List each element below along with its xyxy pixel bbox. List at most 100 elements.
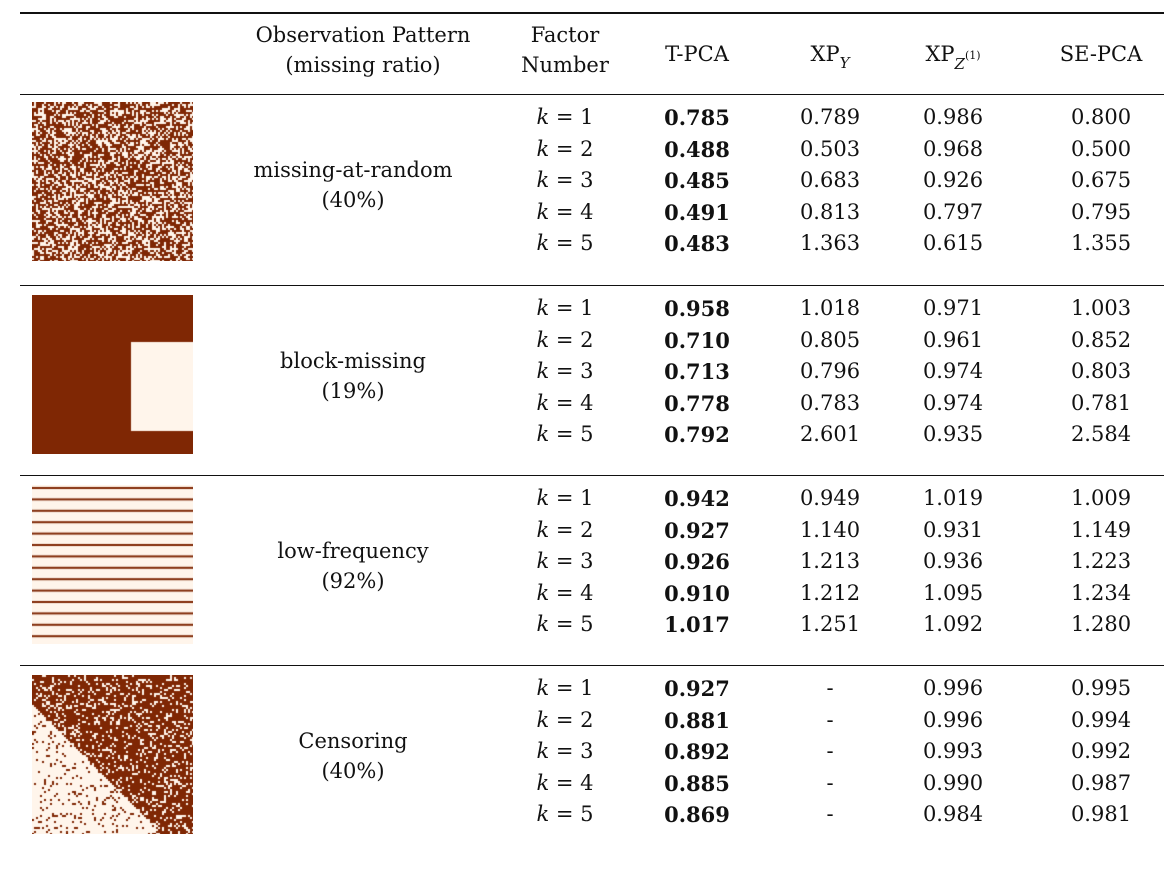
sepca-value-cell: 1.149 xyxy=(1070,517,1132,542)
factor-number-cell: k = 5 xyxy=(536,802,594,826)
xpy-value-cell: - xyxy=(826,739,834,763)
header-tpca: T-PCA xyxy=(665,42,729,66)
factor-number-cell: k = 2 xyxy=(536,517,594,542)
tpca-value-cell: 0.942 xyxy=(664,486,730,511)
factor-number-cell: k = 2 xyxy=(536,136,594,161)
pattern-image-block-missing xyxy=(32,295,193,454)
sepca-value-cell: 1.003 xyxy=(1070,296,1132,320)
factor-number-cell: k = 4 xyxy=(536,390,594,415)
xpz-value-cell: 0.996 xyxy=(922,707,984,732)
header-bottom-rule xyxy=(20,94,1164,95)
tpca-value-cell: 0.926 xyxy=(664,549,730,574)
factor-number-cell: k = 3 xyxy=(536,359,594,383)
xpz-value-cell: 1.019 xyxy=(922,486,984,510)
sepca-value-cell: 1.355 xyxy=(1070,231,1132,255)
header-factor-number: Factor Number xyxy=(521,23,609,77)
xpy-value-cell: 0.805 xyxy=(799,327,861,352)
tpca-value-cell: 0.927 xyxy=(664,676,730,701)
factor-number-cell: k = 3 xyxy=(536,739,594,763)
sepca-value-cell: 1.223 xyxy=(1070,549,1132,573)
pattern-label-group-1: missing-at-random (40%) xyxy=(253,158,453,212)
factor-number-cell: k = 1 xyxy=(536,486,594,510)
sepca-value-cell: 1.234 xyxy=(1070,580,1132,605)
pattern-image-low-frequency xyxy=(32,485,193,644)
xpy-value-cell: 0.813 xyxy=(799,199,861,224)
xpy-value-cell: 0.783 xyxy=(799,390,861,415)
tpca-value-cell: 0.710 xyxy=(664,327,730,353)
factor-number-cell: k = 3 xyxy=(536,549,594,573)
sepca-value-cell: 2.584 xyxy=(1070,422,1132,446)
xpy-value-cell: 0.796 xyxy=(799,359,861,383)
tpca-value-cell: 0.869 xyxy=(664,802,730,827)
sepca-value-cell: 0.987 xyxy=(1070,770,1132,795)
xpz-value-cell: 0.961 xyxy=(922,327,984,352)
sepca-value-cell: 1.009 xyxy=(1070,486,1132,510)
sepca-value-cell: 0.803 xyxy=(1070,359,1132,383)
random-mask-icon xyxy=(32,102,193,261)
tpca-value-cell: 0.713 xyxy=(664,359,730,384)
xpy-value-cell: - xyxy=(826,707,834,732)
group-divider-1 xyxy=(20,285,1164,286)
factor-number-cell: k = 1 xyxy=(536,105,594,129)
tpca-value-cell: 0.792 xyxy=(664,422,730,447)
xpy-value-cell: 0.683 xyxy=(799,168,861,192)
tpca-value-cell: 0.778 xyxy=(664,390,730,416)
pattern-label-group-2: block-missing (19%) xyxy=(280,349,426,403)
group-divider-2 xyxy=(20,475,1164,476)
sepca-value-cell: 0.800 xyxy=(1070,105,1132,129)
sepca-value-cell: 0.852 xyxy=(1070,327,1132,352)
table-top-rule xyxy=(20,12,1164,14)
sepca-value-cell: 0.781 xyxy=(1070,390,1132,415)
tpca-value-cell: 0.785 xyxy=(664,105,730,130)
sepca-value-cell: 0.500 xyxy=(1070,136,1132,161)
header-observation-pattern: Observation Pattern (missing ratio) xyxy=(255,23,471,77)
pattern-label-group-4: Censoring (40%) xyxy=(298,729,408,783)
xpz-value-cell: 0.990 xyxy=(922,770,984,795)
tpca-value-cell: 0.958 xyxy=(664,296,730,321)
tpca-value-cell: 0.927 xyxy=(664,517,730,543)
xpz-value-cell: 0.996 xyxy=(922,676,984,700)
tpca-value-cell: 0.881 xyxy=(664,707,730,733)
xpy-value-cell: 0.949 xyxy=(799,486,861,510)
xpy-value-cell: - xyxy=(826,802,834,826)
sepca-value-cell: 0.795 xyxy=(1070,199,1132,224)
group-divider-3 xyxy=(20,665,1164,666)
xpy-value-cell: 0.789 xyxy=(799,105,861,129)
xpy-value-cell: 2.601 xyxy=(799,422,861,446)
xpy-value-cell: 1.140 xyxy=(799,517,861,542)
tpca-value-cell: 0.483 xyxy=(664,231,730,256)
sepca-value-cell: 1.280 xyxy=(1070,612,1132,636)
xpz-value-cell: 1.095 xyxy=(922,580,984,605)
xpy-value-cell: 0.503 xyxy=(799,136,861,161)
xpy-value-cell: 1.212 xyxy=(799,580,861,605)
xpz-value-cell: 0.971 xyxy=(922,296,984,320)
factor-number-cell: k = 4 xyxy=(536,580,594,605)
xpz-value-cell: 0.931 xyxy=(922,517,984,542)
xpz-value-cell: 0.974 xyxy=(922,390,984,415)
xpz-value-cell: 1.092 xyxy=(922,612,984,636)
tpca-value-cell: 0.485 xyxy=(664,168,730,193)
xpz-value-cell: 0.974 xyxy=(922,359,984,383)
xpz-value-cell: 0.935 xyxy=(922,422,984,446)
xpy-value-cell: - xyxy=(826,676,834,700)
header-xpz: XPZ(1) xyxy=(925,42,981,74)
xpy-value-cell: 1.363 xyxy=(799,231,861,255)
pattern-label-group-3: low-frequency (92%) xyxy=(277,539,429,593)
xpz-value-cell: 0.936 xyxy=(922,549,984,573)
sepca-value-cell: 0.992 xyxy=(1070,739,1132,763)
tpca-value-cell: 0.910 xyxy=(664,580,730,606)
xpy-value-cell: 1.213 xyxy=(799,549,861,573)
striped-mask-icon xyxy=(32,485,193,644)
factor-number-cell: k = 1 xyxy=(536,676,594,700)
xpy-value-cell: 1.018 xyxy=(799,296,861,320)
factor-number-cell: k = 2 xyxy=(536,327,594,352)
factor-number-cell: k = 5 xyxy=(536,612,594,636)
factor-number-cell: k = 4 xyxy=(536,770,594,795)
sepca-value-cell: 0.675 xyxy=(1070,168,1132,192)
factor-number-cell: k = 4 xyxy=(536,199,594,224)
xpz-value-cell: 0.926 xyxy=(922,168,984,192)
xpz-value-cell: 0.993 xyxy=(922,739,984,763)
factor-number-cell: k = 3 xyxy=(536,168,594,192)
factor-number-cell: k = 1 xyxy=(536,296,594,320)
tpca-value-cell: 0.488 xyxy=(664,136,730,162)
